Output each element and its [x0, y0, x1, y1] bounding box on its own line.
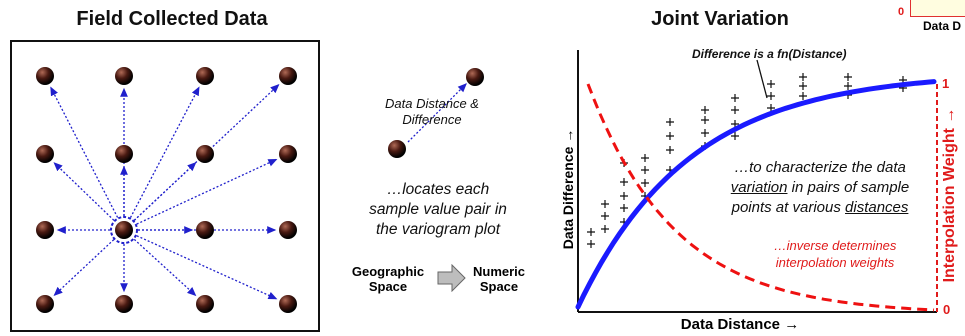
- right-title: Joint Variation: [651, 8, 789, 30]
- sample-pair-marker: [666, 132, 674, 140]
- sample-pair-marker: [641, 154, 649, 162]
- sample-pair-marker: [601, 212, 609, 220]
- sample-point: [196, 145, 214, 163]
- sample-pair-marker: [799, 92, 807, 100]
- sample-pair-marker: [799, 82, 807, 90]
- numeric-space-label: Numeric Space: [472, 264, 526, 294]
- sample-pair-marker: [620, 192, 628, 200]
- sample-point-a: [466, 68, 484, 86]
- sample-pair-marker: [666, 118, 674, 126]
- xlabel-arrow: →: [784, 316, 800, 333]
- char-line-2: variation in pairs of sample: [730, 179, 910, 196]
- distance-vector: [53, 239, 115, 296]
- sample-pair-marker: [641, 166, 649, 174]
- sample-pair-marker: [844, 82, 852, 90]
- sample-point: [279, 221, 297, 239]
- sample-pair-marker: [587, 240, 595, 248]
- y2-tick-top: 1: [942, 76, 950, 91]
- sample-point: [36, 145, 54, 163]
- space-transform-arrow-icon: [437, 264, 466, 292]
- left-title: Field Collected Data: [76, 8, 268, 30]
- distance-vector: [53, 162, 115, 221]
- sample-point-b: [388, 140, 406, 158]
- sample-point: [279, 145, 297, 163]
- ylabel-text: Data Difference: [560, 146, 576, 250]
- char-line-3: points at various distances: [731, 199, 909, 216]
- sample-point: [279, 67, 297, 85]
- fn-label: Difference is a fn(Distance): [692, 47, 847, 61]
- sample-point: [115, 67, 133, 85]
- sample-pair-marker: [767, 92, 775, 100]
- sample-pair-marker: [701, 129, 709, 137]
- sample-pair-marker: [731, 106, 739, 114]
- sample-pair-marker: [601, 225, 609, 233]
- sample-pair-marker: [601, 200, 609, 208]
- inset-zero: 0: [898, 6, 905, 18]
- sample-pair-marker: [731, 94, 739, 102]
- char-line-1: …to characterize the data: [734, 159, 906, 176]
- sample-pair-marker: [701, 106, 709, 114]
- field-data-panel: [10, 40, 320, 332]
- sample-point: [36, 67, 54, 85]
- sample-pair-marker: [587, 228, 595, 236]
- sample-point: [115, 295, 133, 313]
- sample-pair-marker: [731, 132, 739, 140]
- y2label-text: Interpolation Weight: [941, 128, 958, 283]
- sample-point: [36, 221, 54, 239]
- distance-vector: [133, 238, 197, 297]
- sample-pair-marker: [799, 73, 807, 81]
- sample-pair-marker: [620, 178, 628, 186]
- distance-vector: [133, 162, 197, 221]
- sample-point: [115, 145, 133, 163]
- distance-vector: [136, 235, 278, 300]
- sample-pair-marker: [767, 80, 775, 88]
- sample-pair-marker: [620, 204, 628, 212]
- sample-point: [196, 295, 214, 313]
- sample-point: [196, 67, 214, 85]
- inset-chart: 0 Data D: [895, 0, 965, 36]
- inset-plot-area: [910, 0, 965, 17]
- distance-vector: [136, 158, 278, 225]
- sample-pair-marker: [641, 179, 649, 187]
- sample-pair-marker: [701, 116, 709, 124]
- distance-vectors: [50, 84, 280, 300]
- sample-point: [279, 295, 297, 313]
- inverse-text: …inverse determines interpolation weight…: [773, 238, 897, 270]
- y2-tick-bottom: 0: [943, 302, 951, 317]
- pair-label: Data Distance & Difference: [385, 96, 479, 127]
- distance-vector: [50, 86, 119, 218]
- geographic-space-label: Geographic Space: [351, 264, 425, 294]
- interpolation-weight-curve: [586, 83, 935, 312]
- xlabel-text: Data Distance: [680, 316, 781, 333]
- fn-pointer-line: [756, 59, 768, 99]
- distance-vector: [129, 86, 200, 218]
- sample-point: [196, 221, 214, 239]
- locates-text: …locates each sample value pair in the v…: [369, 181, 507, 238]
- y2label-arrow: →: [941, 107, 958, 124]
- sample-point: [115, 221, 133, 239]
- sample-pair-marker: [666, 146, 674, 154]
- sample-point: [36, 295, 54, 313]
- x-axis-label: Data Distance →: [640, 316, 840, 333]
- ylabel-arrow: →: [560, 128, 576, 143]
- characterize-text: …to characterize the data variation in p…: [705, 158, 935, 218]
- difference-fit-curve: [575, 79, 937, 310]
- inset-label: Data D: [923, 19, 962, 33]
- selected-sample-ring: [110, 216, 138, 244]
- sample-pair-marker: [844, 73, 852, 81]
- pair-link: [407, 83, 467, 143]
- joint-variation-plot: [575, 50, 938, 313]
- sample-pair-marker: [767, 104, 775, 112]
